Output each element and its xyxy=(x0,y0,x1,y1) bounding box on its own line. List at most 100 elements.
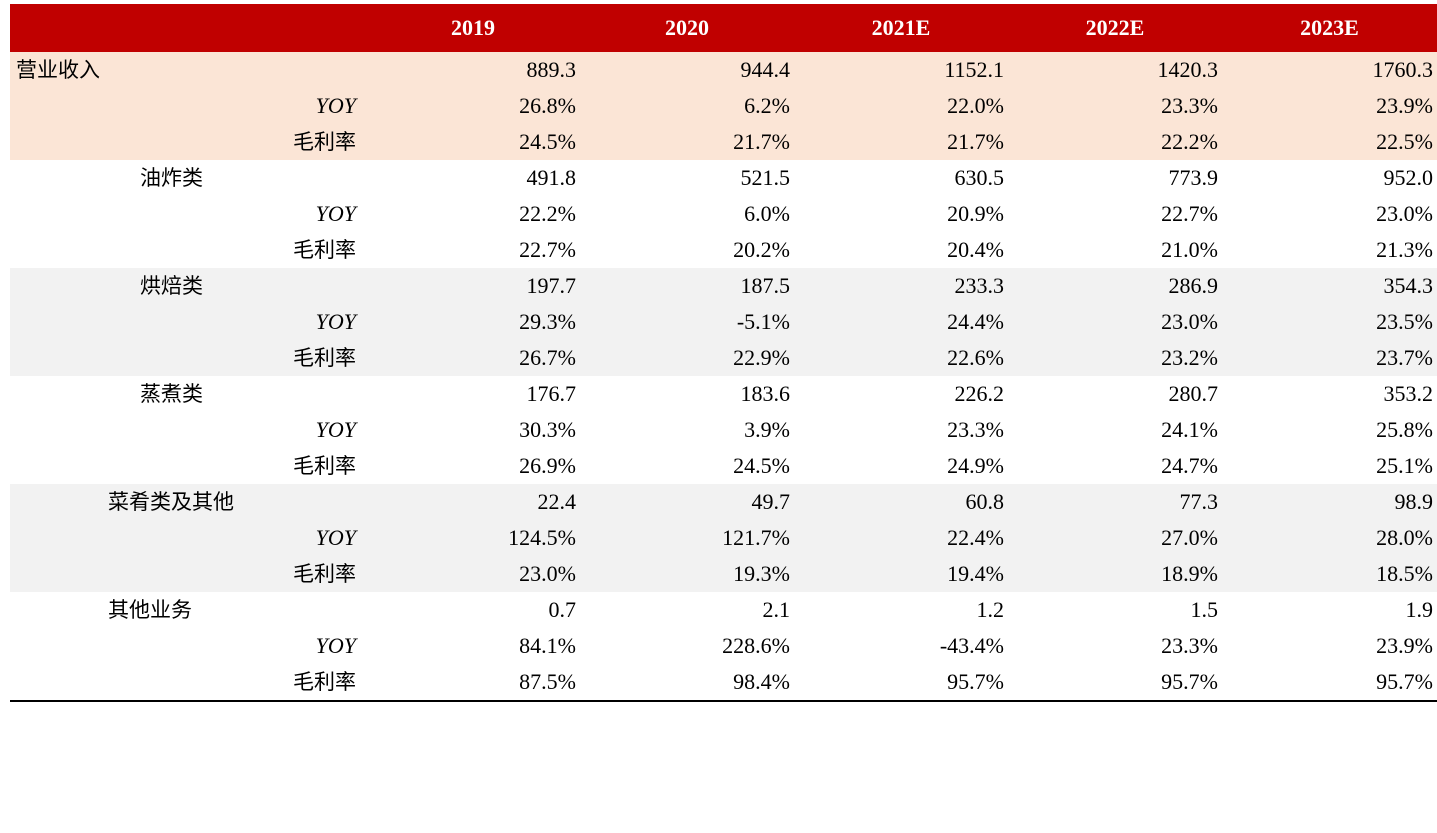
header-year-2021e: 2021E xyxy=(871,15,931,40)
row-label: YOY xyxy=(10,520,366,556)
cell-value: 21.7% xyxy=(580,124,794,160)
cell-value: 24.5% xyxy=(366,124,580,160)
row-label: YOY xyxy=(10,88,366,124)
cell-value: 19.3% xyxy=(580,556,794,592)
cell-value: 98.9 xyxy=(1222,484,1437,520)
cell-value: 77.3 xyxy=(1008,484,1222,520)
row-label: 毛利率 xyxy=(10,124,366,160)
table-row-other-business-yoy: YOY 84.1% 228.6% -43.4% 23.3% 23.9% xyxy=(10,628,1437,664)
row-label: YOY xyxy=(10,196,366,232)
cell-value: 197.7 xyxy=(366,268,580,304)
cell-value: 22.2% xyxy=(366,196,580,232)
cell-value: 889.3 xyxy=(366,52,580,88)
table-row-other-business-margin: 毛利率 87.5% 98.4% 95.7% 95.7% 95.7% xyxy=(10,664,1437,702)
cell-value: 24.5% xyxy=(580,448,794,484)
table-row-fried-margin: 毛利率 22.7% 20.2% 20.4% 21.0% 21.3% xyxy=(10,232,1437,268)
cell-value: 26.9% xyxy=(366,448,580,484)
row-label: 毛利率 xyxy=(10,232,366,268)
cell-value: 23.0% xyxy=(1008,304,1222,340)
cell-value: 6.2% xyxy=(580,88,794,124)
cell-value: 22.7% xyxy=(1008,196,1222,232)
cell-value: 22.4% xyxy=(794,520,1008,556)
cell-value: 1.5 xyxy=(1008,592,1222,628)
cell-value: 22.6% xyxy=(794,340,1008,376)
cell-value: 18.9% xyxy=(1008,556,1222,592)
cell-value: 30.3% xyxy=(366,412,580,448)
table-row-fried-yoy: YOY 22.2% 6.0% 20.9% 22.7% 23.0% xyxy=(10,196,1437,232)
cell-value: 233.3 xyxy=(794,268,1008,304)
cell-value: 22.0% xyxy=(794,88,1008,124)
cell-value: 354.3 xyxy=(1222,268,1437,304)
row-label: 营业收入 xyxy=(10,52,366,88)
table-row-baked-yoy: YOY 29.3% -5.1% 24.4% 23.0% 23.5% xyxy=(10,304,1437,340)
cell-value: 22.9% xyxy=(580,340,794,376)
cell-value: 95.7% xyxy=(794,664,1008,702)
cell-value: 23.2% xyxy=(1008,340,1222,376)
header-year-2022e: 2022E xyxy=(1085,15,1145,40)
table-row-baked: 烘焙类 197.7 187.5 233.3 286.9 354.3 xyxy=(10,268,1437,304)
cell-value: 521.5 xyxy=(580,160,794,196)
cell-value: 20.2% xyxy=(580,232,794,268)
cell-value: 23.9% xyxy=(1222,88,1437,124)
cell-value: 23.3% xyxy=(1008,628,1222,664)
row-label: 烘焙类 xyxy=(10,268,366,304)
cell-value: 95.7% xyxy=(1222,664,1437,702)
header-label-cell xyxy=(10,4,366,52)
cell-value: 3.9% xyxy=(580,412,794,448)
cell-value: 24.4% xyxy=(794,304,1008,340)
cell-value: 20.4% xyxy=(794,232,1008,268)
row-label: 其他业务 xyxy=(10,592,366,628)
forecast-table: 2019 2020 2021E 2022E 2023E 营业收入 889.3 9… xyxy=(10,4,1437,702)
header-year-2019: 2019 xyxy=(451,15,495,40)
cell-value: 24.9% xyxy=(794,448,1008,484)
row-label: YOY xyxy=(10,412,366,448)
cell-value: 23.3% xyxy=(794,412,1008,448)
cell-value: 1.2 xyxy=(794,592,1008,628)
cell-value: 23.0% xyxy=(1222,196,1437,232)
cell-value: 23.5% xyxy=(1222,304,1437,340)
cell-value: -43.4% xyxy=(794,628,1008,664)
cell-value: 1420.3 xyxy=(1008,52,1222,88)
cell-value: 22.4 xyxy=(366,484,580,520)
cell-value: 0.7 xyxy=(366,592,580,628)
cell-value: 21.0% xyxy=(1008,232,1222,268)
cell-value: 60.8 xyxy=(794,484,1008,520)
row-label: 油炸类 xyxy=(10,160,366,196)
cell-value: 18.5% xyxy=(1222,556,1437,592)
cell-value: 49.7 xyxy=(580,484,794,520)
table-row-revenue: 营业收入 889.3 944.4 1152.1 1420.3 1760.3 xyxy=(10,52,1437,88)
row-label: YOY xyxy=(10,628,366,664)
cell-value: 944.4 xyxy=(580,52,794,88)
cell-value: 29.3% xyxy=(366,304,580,340)
cell-value: 280.7 xyxy=(1008,376,1222,412)
cell-value: 23.3% xyxy=(1008,88,1222,124)
cell-value: 2.1 xyxy=(580,592,794,628)
cell-value: 25.8% xyxy=(1222,412,1437,448)
cell-value: 25.1% xyxy=(1222,448,1437,484)
table-row-revenue-margin: 毛利率 24.5% 21.7% 21.7% 22.2% 22.5% xyxy=(10,124,1437,160)
table-row-steamed-yoy: YOY 30.3% 3.9% 23.3% 24.1% 25.8% xyxy=(10,412,1437,448)
row-label: YOY xyxy=(10,304,366,340)
table-row-fried: 油炸类 491.8 521.5 630.5 773.9 952.0 xyxy=(10,160,1437,196)
cell-value: 228.6% xyxy=(580,628,794,664)
cell-value: 22.7% xyxy=(366,232,580,268)
cell-value: 98.4% xyxy=(580,664,794,702)
row-label: 毛利率 xyxy=(10,448,366,484)
row-label: 毛利率 xyxy=(10,556,366,592)
header-year-2020: 2020 xyxy=(665,15,709,40)
cell-value: 95.7% xyxy=(1008,664,1222,702)
cell-value: 630.5 xyxy=(794,160,1008,196)
cell-value: 21.7% xyxy=(794,124,1008,160)
table-row-dishes-other: 菜肴类及其他 22.4 49.7 60.8 77.3 98.9 xyxy=(10,484,1437,520)
table-row-steamed: 蒸煮类 176.7 183.6 226.2 280.7 353.2 xyxy=(10,376,1437,412)
cell-value: 1.9 xyxy=(1222,592,1437,628)
cell-value: 19.4% xyxy=(794,556,1008,592)
cell-value: 491.8 xyxy=(366,160,580,196)
cell-value: 183.6 xyxy=(580,376,794,412)
cell-value: 87.5% xyxy=(366,664,580,702)
cell-value: 6.0% xyxy=(580,196,794,232)
table-row-dishes-other-yoy: YOY 124.5% 121.7% 22.4% 27.0% 28.0% xyxy=(10,520,1437,556)
cell-value: 22.2% xyxy=(1008,124,1222,160)
table-row-revenue-yoy: YOY 26.8% 6.2% 22.0% 23.3% 23.9% xyxy=(10,88,1437,124)
cell-value: 24.1% xyxy=(1008,412,1222,448)
